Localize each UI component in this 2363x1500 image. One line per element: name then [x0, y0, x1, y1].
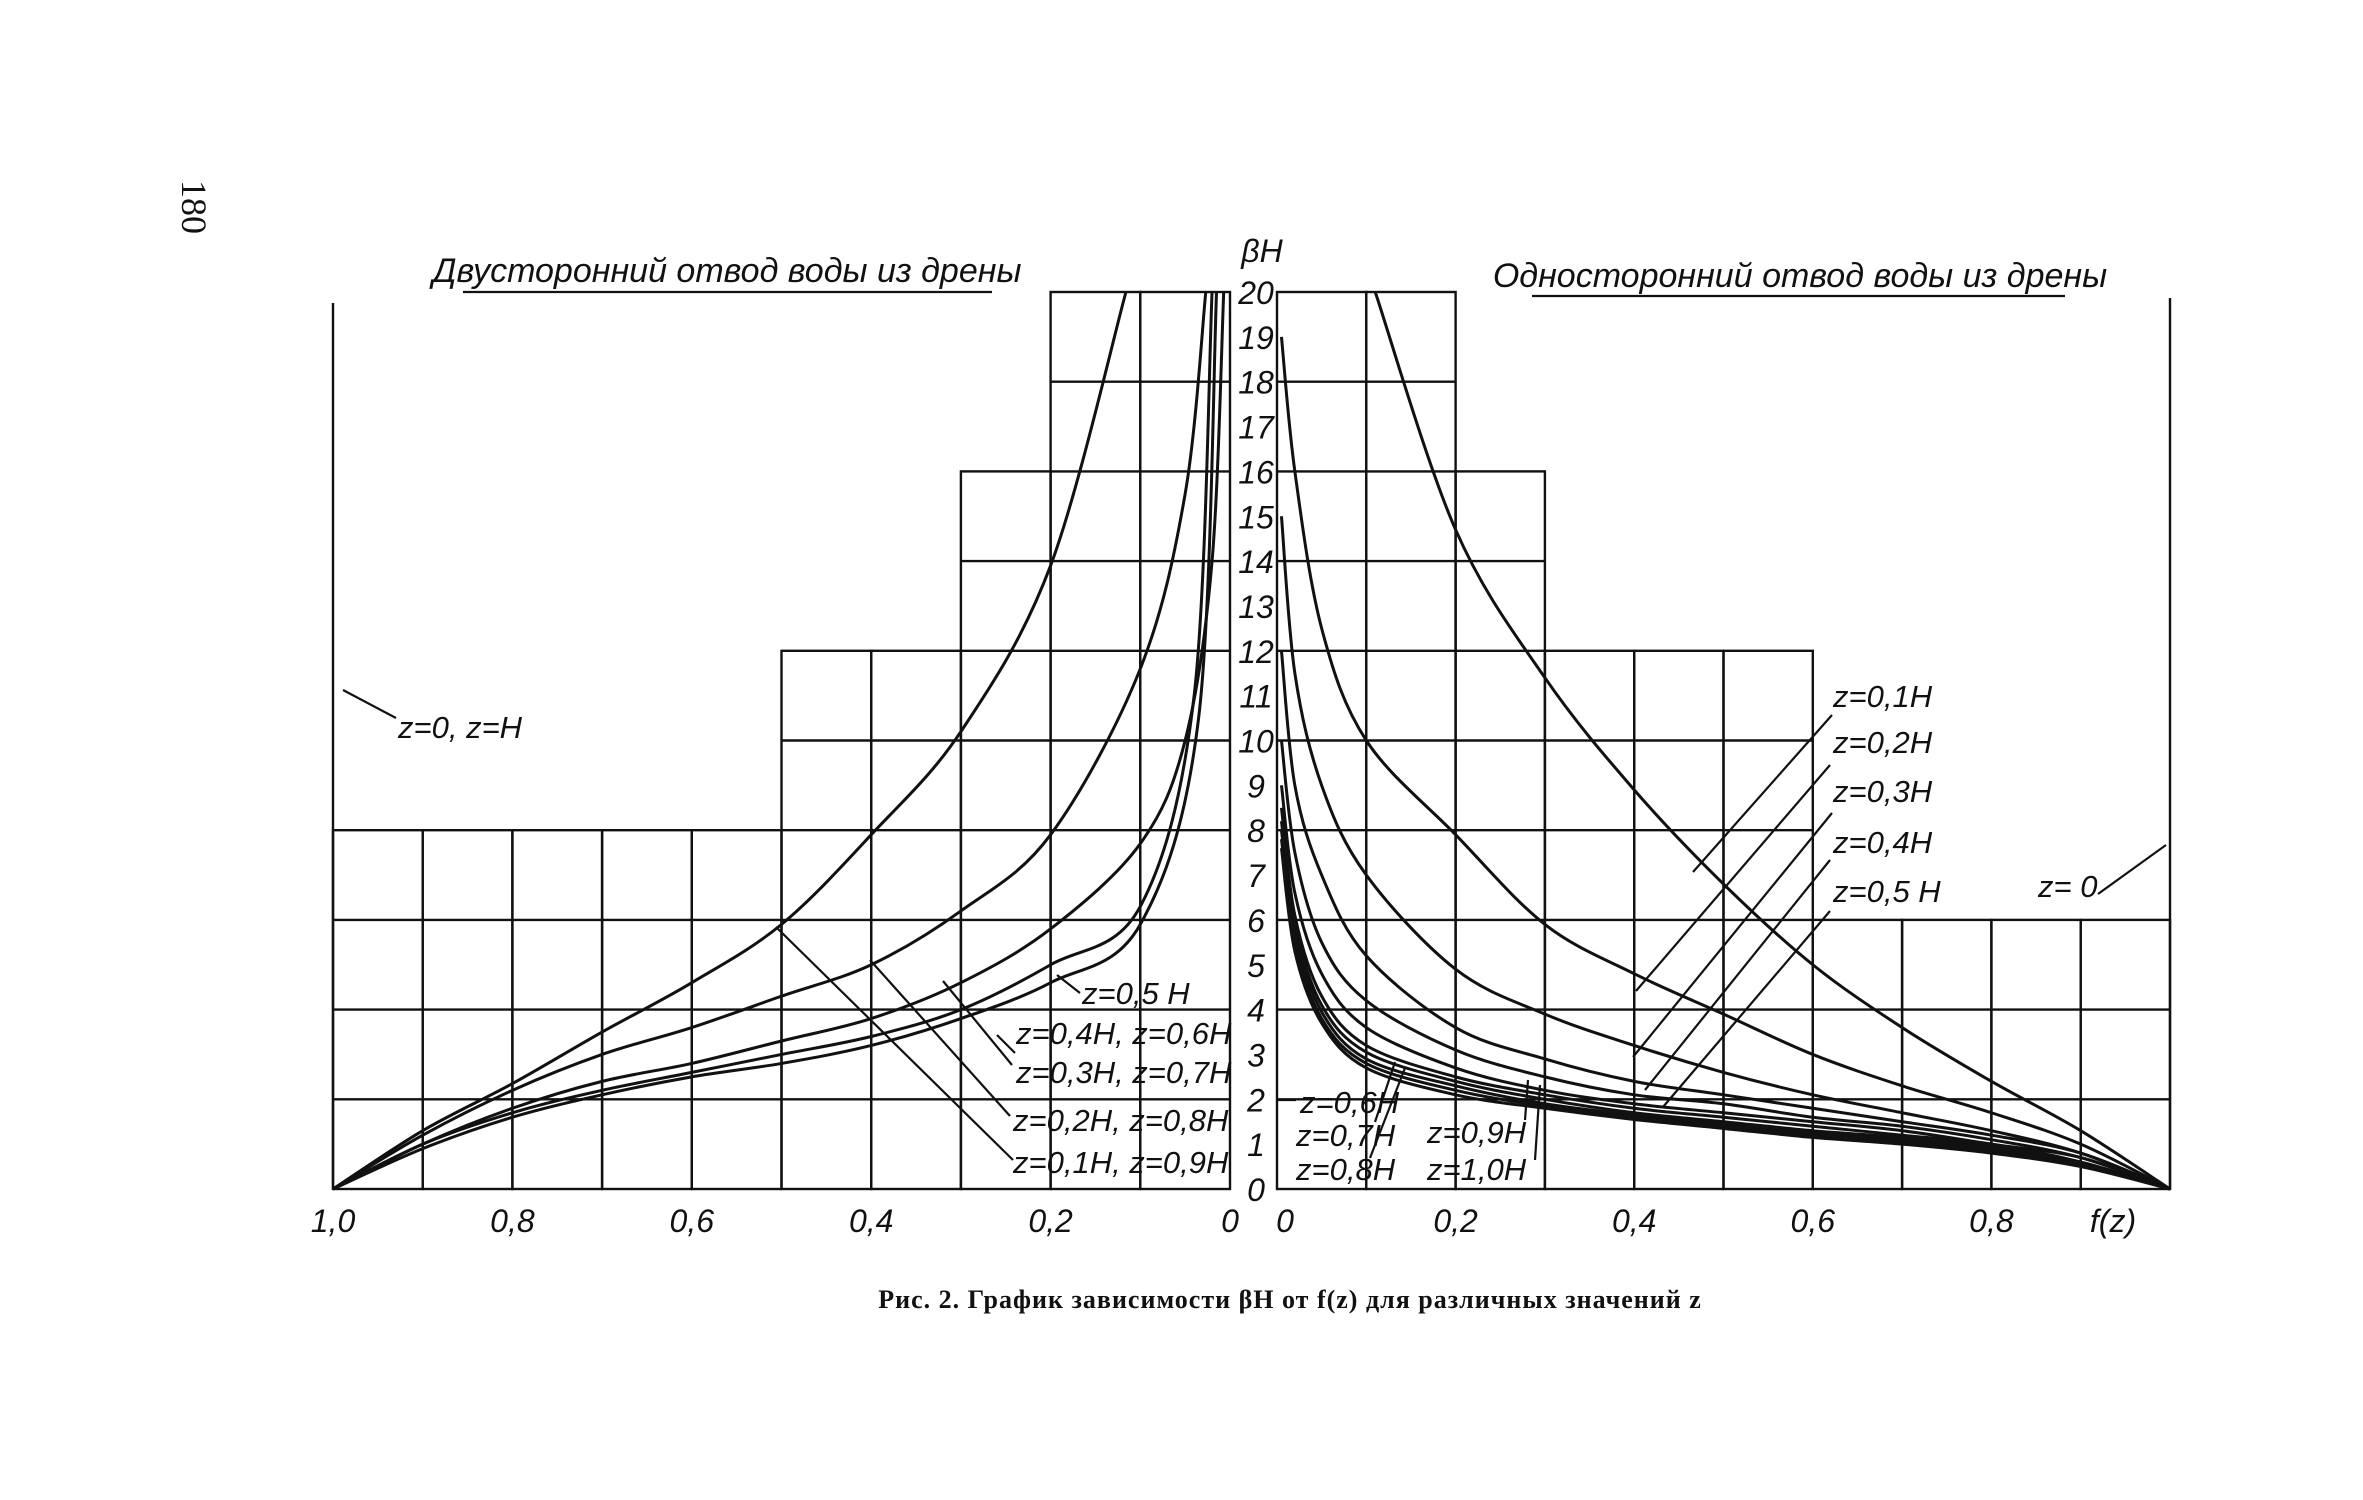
left-series-z-0-2H-z-0-8H: [332, 291, 1208, 1191]
y-tick-label: 20: [1237, 275, 1274, 311]
grid-cell-column: [1811, 918, 1904, 1191]
right-series-z-0-4H: [1279, 740, 2171, 1191]
right-x-tick-label: 0,2: [1433, 1203, 1478, 1239]
right-series-z-1-0H: [1279, 847, 2171, 1191]
leader-line: [1373, 1061, 1397, 1123]
leader-line: [1644, 859, 1831, 1091]
leader-line: [869, 959, 1011, 1117]
y-tick-label: 10: [1238, 724, 1274, 760]
right-label-z09: z=0,9H: [1426, 1115, 1527, 1150]
y-tick-label: 13: [1238, 589, 1274, 625]
right-series-z-0-7H: [1279, 821, 2171, 1191]
chart-ticks: 1,0 0,8 0,6 0,4 0,2 0 0 0,2 0,4 0,6 0,801234567891…: [311, 275, 2014, 1239]
y-tick-label: 11: [1239, 679, 1272, 715]
y-tick-label: 5: [1247, 948, 1265, 984]
right-series-z-0-2H: [1279, 516, 2171, 1191]
left-series-z-0-4H-z-0-6H: [332, 291, 1214, 1191]
leader-line: [1533, 1084, 1542, 1161]
leader-line: [1692, 714, 1833, 873]
leader-line: [1056, 974, 1081, 994]
y-tick-label: 9: [1247, 768, 1265, 804]
right-x-tick-label: 0,6: [1791, 1203, 1836, 1239]
left-panel-title: Двусторонний отвод воды из дрены: [429, 252, 1022, 290]
right-label-z10: z=1,0H: [1426, 1152, 1527, 1187]
chart-grid: [331, 290, 2172, 1191]
left-x-tick-label: 0,8: [490, 1203, 535, 1239]
right-x-tick-label: 0,8: [1969, 1203, 2014, 1239]
leader-line: [1368, 1067, 1407, 1159]
y-tick-label: 16: [1238, 454, 1274, 490]
y-tick-label: 14: [1238, 544, 1274, 580]
right-series-z-0-1H: [1279, 336, 2171, 1191]
left-label-z04-06: z=0,4H, z=0,6H: [1015, 1016, 1232, 1051]
left-x-tick-label: 0,2: [1028, 1203, 1073, 1239]
leader-line: [1662, 910, 1831, 1108]
leader-line: [942, 980, 1013, 1066]
left-x-tick-label: 0,4: [849, 1203, 893, 1239]
right-label-z02: z=0,2H: [1832, 725, 1933, 760]
right-label-z06: z=0,6H: [1299, 1085, 1400, 1120]
leader-line: [1632, 812, 1833, 1058]
left-label-z02-08: z=0,2H, z=0,8H: [1012, 1103, 1229, 1138]
y-tick-label: 15: [1238, 499, 1274, 535]
right-series-z-0-6H: [1279, 807, 2171, 1191]
y-tick-label: 2: [1246, 1082, 1265, 1118]
y-tick-label: 6: [1247, 903, 1265, 939]
right-label-z0: z= 0: [2037, 869, 2097, 904]
left-label-z05: z=0,5 H: [1081, 976, 1190, 1011]
y-tick-label: 3: [1247, 1037, 1265, 1073]
left-x-tick-label: 0,6: [670, 1203, 715, 1239]
y-tick-label: 8: [1247, 813, 1265, 849]
leader-line: [2097, 844, 2167, 895]
leader-line: [775, 926, 1014, 1161]
y-tick-label: 4: [1247, 993, 1265, 1029]
chart-curves: [332, 291, 2171, 1191]
left-x-tick-label: 0: [1221, 1203, 1239, 1239]
right-x-tick-label: 0,4: [1612, 1203, 1656, 1239]
right-series-z-0-9H: [1279, 838, 2171, 1191]
right-panel-title: Односторонний отвод воды из дрены: [1493, 257, 2107, 295]
left-label-z01-09: z=0,1H, z=0,9H: [1012, 1145, 1229, 1180]
left-series-z-0-1H-z-0-9H: [332, 291, 1128, 1191]
page-number: 180: [174, 180, 214, 234]
right-series-z-0-8H: [1279, 830, 2171, 1191]
left-x-tick-label: 1,0: [311, 1203, 356, 1239]
right-series-z-0: [1373, 291, 2171, 1191]
right-series-z-0-3H: [1279, 650, 2171, 1191]
leader-line: [342, 689, 397, 719]
y-tick-label: 18: [1238, 365, 1274, 401]
right-label-z07: z=0,7H: [1295, 1118, 1396, 1153]
leader-line: [996, 1034, 1016, 1054]
right-label-z05: z=0,5 H: [1832, 874, 1941, 909]
y-tick-label: 0: [1247, 1172, 1265, 1208]
figure-caption: Рис. 2. График зависимости βH от f(z) дл…: [878, 1285, 1702, 1314]
left-label-z03-07: z=0,3H, z=0,7H: [1015, 1055, 1232, 1090]
right-label-z08: z=0,8H: [1295, 1152, 1396, 1187]
right-label-z01: z=0,1H: [1832, 679, 1933, 714]
left-series-z-0-5H: [332, 291, 1219, 1191]
left-axis-note: z=0, z=H: [397, 710, 523, 745]
y-tick-label: 7: [1247, 858, 1266, 894]
y-tick-label: 1: [1247, 1127, 1265, 1163]
right-label-z03: z=0,3H: [1832, 774, 1933, 809]
y-tick-label: 12: [1238, 634, 1274, 670]
y-axis-label: βH: [1240, 233, 1283, 269]
x-axis-label: f(z): [2090, 1203, 2136, 1239]
right-label-z04: z=0,4H: [1832, 825, 1933, 860]
right-x-tick-label: 0: [1276, 1203, 1294, 1239]
leader-line: [1635, 764, 1831, 992]
left-series-z-0-3H-z-0-7H: [332, 291, 1226, 1191]
leader-line: [1523, 1079, 1530, 1121]
y-tick-label: 19: [1238, 320, 1274, 356]
y-tick-label: 17: [1238, 410, 1275, 446]
